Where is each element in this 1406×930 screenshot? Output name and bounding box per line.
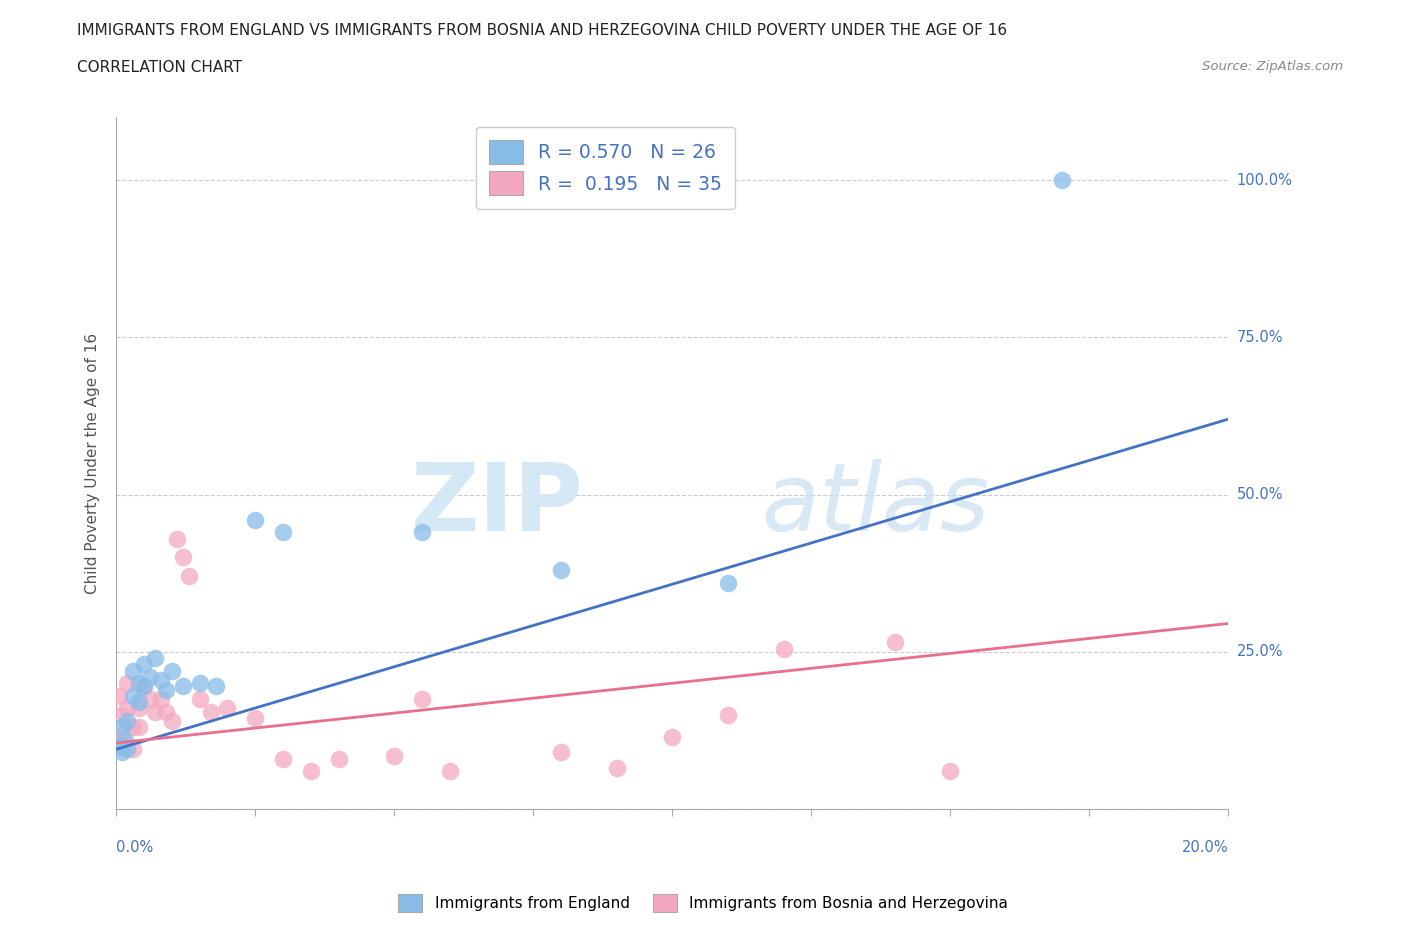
Text: atlas: atlas <box>761 459 990 551</box>
Point <box>883 635 905 650</box>
Point <box>132 679 155 694</box>
Point <box>411 525 433 539</box>
Point <box>149 672 172 687</box>
Text: IMMIGRANTS FROM ENGLAND VS IMMIGRANTS FROM BOSNIA AND HERZEGOVINA CHILD POVERTY : IMMIGRANTS FROM ENGLAND VS IMMIGRANTS FR… <box>77 23 1008 38</box>
Point <box>111 720 134 735</box>
Point <box>117 701 139 716</box>
Point <box>122 688 145 703</box>
Point <box>271 751 294 766</box>
Point <box>271 525 294 539</box>
Point <box>606 761 628 776</box>
Text: 50.0%: 50.0% <box>1237 487 1284 502</box>
Point <box>200 704 222 719</box>
Text: 100.0%: 100.0% <box>1237 173 1292 188</box>
Text: 20.0%: 20.0% <box>1182 840 1229 855</box>
Point <box>117 713 139 728</box>
Point <box>172 679 194 694</box>
Point <box>108 738 131 753</box>
Point <box>143 651 166 666</box>
Point <box>1050 173 1073 188</box>
Point <box>132 679 155 694</box>
Point <box>939 764 962 778</box>
Point <box>117 742 139 757</box>
Point <box>155 704 177 719</box>
Point <box>661 729 683 744</box>
Point <box>128 720 150 735</box>
Point <box>138 692 160 707</box>
Point <box>205 679 228 694</box>
Point <box>188 676 211 691</box>
Text: 25.0%: 25.0% <box>1237 644 1284 659</box>
Text: CORRELATION CHART: CORRELATION CHART <box>77 60 242 75</box>
Point <box>160 663 183 678</box>
Point <box>128 701 150 716</box>
Point <box>772 641 794 656</box>
Point <box>411 692 433 707</box>
Point <box>111 726 134 741</box>
Point <box>111 707 134 722</box>
Point <box>550 745 572 760</box>
Point <box>117 676 139 691</box>
Y-axis label: Child Poverty Under the Age of 16: Child Poverty Under the Age of 16 <box>86 333 100 593</box>
Point <box>122 742 145 757</box>
Point <box>122 720 145 735</box>
Point <box>217 701 239 716</box>
Point <box>299 764 322 778</box>
Point <box>149 692 172 707</box>
Point <box>138 670 160 684</box>
Point <box>245 512 267 527</box>
Point <box>108 688 131 703</box>
Point <box>382 748 405 763</box>
Point <box>128 676 150 691</box>
Point <box>328 751 350 766</box>
Text: Source: ZipAtlas.com: Source: ZipAtlas.com <box>1202 60 1343 73</box>
Point <box>128 695 150 710</box>
Point <box>717 707 740 722</box>
Text: 0.0%: 0.0% <box>117 840 153 855</box>
Point <box>132 657 155 671</box>
Legend: R = 0.570   N = 26, R =  0.195   N = 35: R = 0.570 N = 26, R = 0.195 N = 35 <box>477 126 735 208</box>
Point <box>245 711 267 725</box>
Point <box>172 550 194 565</box>
Point <box>160 713 183 728</box>
Text: 75.0%: 75.0% <box>1237 330 1284 345</box>
Point <box>177 569 200 584</box>
Point <box>439 764 461 778</box>
Point <box>188 692 211 707</box>
Point <box>155 682 177 697</box>
Point <box>717 575 740 590</box>
Point <box>166 531 188 546</box>
Point <box>122 663 145 678</box>
Point <box>550 563 572 578</box>
Point <box>143 704 166 719</box>
Text: ZIP: ZIP <box>411 458 583 551</box>
Legend: Immigrants from England, Immigrants from Bosnia and Herzegovina: Immigrants from England, Immigrants from… <box>392 888 1014 918</box>
Point <box>111 745 134 760</box>
Point <box>114 733 136 748</box>
